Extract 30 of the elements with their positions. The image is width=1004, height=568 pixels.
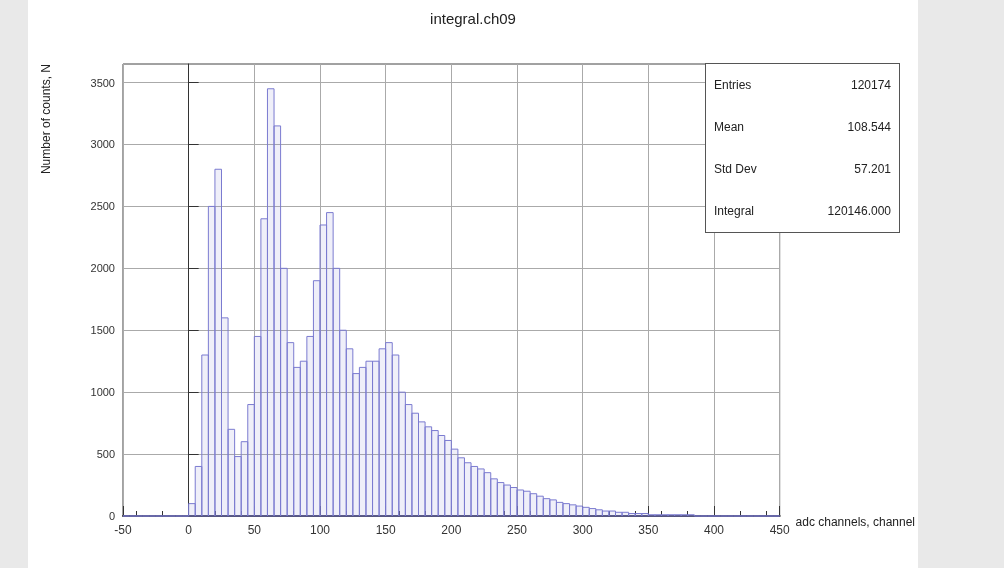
annotation: Mean — [714, 120, 746, 134]
x-tick-label: 150 — [375, 523, 396, 537]
y-axis-title: Number of counts, N — [39, 64, 53, 175]
x-tick-label: -50 — [114, 523, 132, 537]
x-tick-label: 250 — [506, 523, 528, 537]
y-tick-label: 1000 — [90, 386, 115, 399]
annotation: Entries — [714, 78, 753, 92]
y-tick-label: 2500 — [90, 200, 115, 213]
y-tick-label: 3500 — [90, 76, 115, 89]
y-tick-label: 1500 — [90, 324, 115, 337]
y-tick-label: 0 — [108, 510, 115, 522]
x-tick-label: 0 — [185, 523, 193, 537]
annotation: Std Dev — [714, 162, 758, 176]
text: 57.201 — [854, 162, 891, 176]
text: 120146.000 — [827, 204, 891, 218]
x-tick-label: 350 — [638, 523, 659, 537]
x-tick-label: 100 — [309, 523, 331, 537]
y-tick-label: 3000 — [90, 138, 115, 151]
x-tick-label: 300 — [572, 523, 593, 537]
x-tick-label: 450 — [769, 523, 790, 537]
text: 120174 — [850, 78, 891, 92]
annotation: Integral — [714, 204, 756, 218]
chart-title: integral.ch09 — [430, 10, 516, 27]
x-tick-label: 200 — [441, 523, 462, 537]
x-axis-title: adc channels, channel — [795, 515, 915, 529]
text: 108.544 — [847, 120, 891, 134]
y-tick-label: 500 — [96, 448, 115, 461]
y-tick-label: 2000 — [90, 262, 115, 275]
x-tick-label: 50 — [247, 523, 262, 537]
x-tick-label: 400 — [703, 523, 725, 537]
